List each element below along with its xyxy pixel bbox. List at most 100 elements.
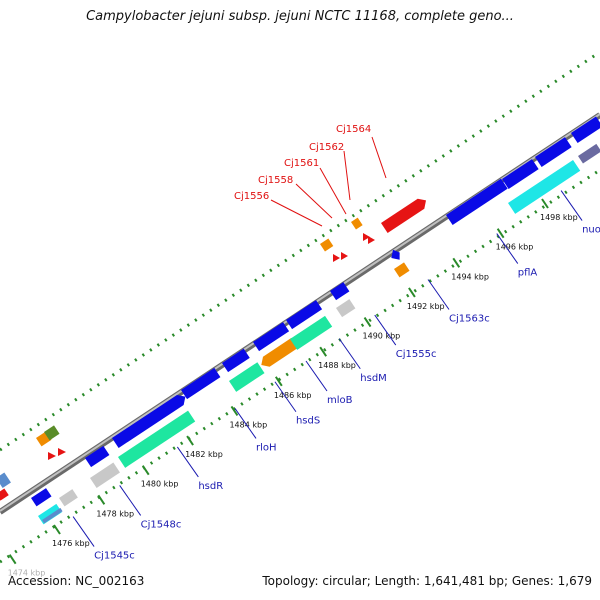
tick-mark (8, 554, 17, 565)
gene-feature[interactable] (42, 507, 63, 524)
tick-mark (496, 228, 505, 239)
tick-mark (319, 346, 328, 357)
highlighted-gene-label[interactable]: Cj1562 (309, 142, 344, 153)
tick-mark (541, 198, 549, 209)
gene-feature[interactable] (508, 159, 581, 214)
tick-label: 1492 kbp (407, 302, 445, 311)
gene-label[interactable]: mloB (327, 395, 353, 406)
gene-label[interactable]: Cj1545c (94, 551, 135, 562)
gene-labels: Cj1545c Cj1548c hsdR rloH hsdS mloB hsdM Cj1555… (72, 190, 600, 562)
highlighted-gene-label[interactable]: Cj1558 (258, 175, 293, 186)
gene-label[interactable]: Cj1548c (141, 519, 182, 530)
highlight-leader-line (371, 136, 387, 179)
highlighted-gene-label[interactable]: Cj1556 (234, 191, 269, 202)
gene-feature[interactable] (446, 178, 508, 226)
tick-label: 1488 kbp (318, 361, 356, 370)
tick-label: 1476 kbp (52, 539, 90, 548)
gene-leader-line (72, 516, 95, 547)
gene-leader-line (274, 381, 297, 413)
gene-leader-line (234, 408, 257, 439)
gene-feature[interactable] (394, 262, 410, 278)
gene-feature[interactable] (388, 247, 403, 263)
tick-label: 1480 kbp (141, 480, 179, 489)
gene-feature[interactable] (330, 282, 350, 301)
gene-label[interactable]: Cj1563c (449, 314, 490, 325)
gene-label[interactable]: pflA (518, 268, 538, 279)
map-title: Campylobacter jejuni subsp. jejuni NCTC … (86, 9, 514, 24)
gene-feature[interactable] (381, 195, 429, 234)
tick-label: 1490 kbp (363, 332, 401, 341)
tick-label: 1494 kbp (451, 272, 489, 281)
gene-leader-line (305, 360, 328, 392)
forward-strand-genes (0, 116, 600, 501)
gene-feature[interactable] (535, 137, 572, 168)
highlight-leader-line (270, 199, 323, 227)
gene-feature[interactable] (229, 362, 265, 392)
highlight-leader-line (343, 150, 351, 201)
gene-feature[interactable] (341, 252, 348, 260)
gene-feature[interactable] (31, 488, 52, 507)
highlight-leader-line (319, 167, 347, 215)
tick-label: 1478 kbp (96, 509, 134, 518)
tick-label: 1484 kbp (229, 420, 267, 429)
gene-feature[interactable] (0, 472, 11, 489)
accession-text: Accession: NC_002163 (8, 574, 145, 588)
gene-feature[interactable] (578, 143, 600, 164)
gene-feature[interactable] (222, 348, 250, 373)
tick-mark (363, 316, 372, 328)
gene-feature[interactable] (290, 315, 333, 350)
tick-label: 1474 kbp (8, 569, 46, 578)
tick-label: 1482 kbp (185, 450, 223, 459)
gene-feature[interactable] (333, 254, 340, 262)
tick-mark (53, 524, 61, 535)
outer-features (36, 217, 375, 460)
gene-feature[interactable] (502, 159, 539, 190)
tick-mark (97, 494, 106, 505)
gene-label[interactable]: hsdR (198, 481, 223, 492)
gene-feature[interactable] (44, 425, 60, 441)
gene-leader-line (496, 233, 519, 264)
gene-label[interactable]: hsdS (296, 416, 320, 427)
gene-leader-line (374, 314, 397, 346)
gene-feature[interactable] (58, 448, 66, 456)
gene-label[interactable]: nuoN (582, 225, 600, 236)
gene-leader-line (427, 279, 450, 310)
gene-feature[interactable] (258, 337, 298, 370)
gene-feature[interactable] (320, 238, 334, 252)
highlighted-gene-label[interactable]: Cj1564 (336, 124, 371, 135)
gene-label[interactable]: hsdM (360, 373, 387, 384)
tick-label: 1486 kbp (274, 391, 312, 400)
gene-feature[interactable] (363, 233, 370, 241)
gene-feature[interactable] (336, 299, 356, 318)
gene-feature[interactable] (253, 322, 290, 352)
tick-label: 1496 kbp (496, 243, 534, 252)
gene-leader-line (338, 338, 361, 370)
gene-feature[interactable] (48, 452, 56, 460)
gene-feature[interactable] (112, 392, 189, 449)
gene-feature[interactable] (0, 488, 9, 501)
gene-feature[interactable] (90, 462, 120, 489)
highlight-leader-line (295, 183, 333, 219)
tick-mark (230, 405, 239, 417)
gene-feature[interactable] (351, 217, 363, 230)
gene-leader-line (176, 446, 199, 478)
gene-label[interactable]: rloH (256, 442, 277, 453)
tick-label: 1498 kbp (540, 213, 578, 222)
highlighted-gene-label[interactable]: Cj1561 (284, 158, 319, 169)
gene-feature[interactable] (181, 367, 221, 400)
gene-label[interactable]: Cj1555c (396, 349, 437, 360)
gene-feature[interactable] (58, 489, 78, 507)
gene-feature[interactable] (368, 236, 375, 244)
gene-feature[interactable] (118, 410, 196, 468)
tick-mark (186, 435, 194, 446)
gene-feature[interactable] (85, 445, 110, 468)
gene-feature[interactable] (286, 300, 323, 330)
tick-mark (408, 287, 416, 298)
gene-leader-line (560, 190, 583, 221)
gene-feature[interactable] (571, 116, 600, 144)
gene-feature[interactable] (38, 503, 62, 525)
highlighted-gene-labels: Cj1556 Cj1558 Cj1561 Cj1562 Cj1564 (234, 124, 387, 227)
outer-dotted-ring (0, 50, 600, 452)
